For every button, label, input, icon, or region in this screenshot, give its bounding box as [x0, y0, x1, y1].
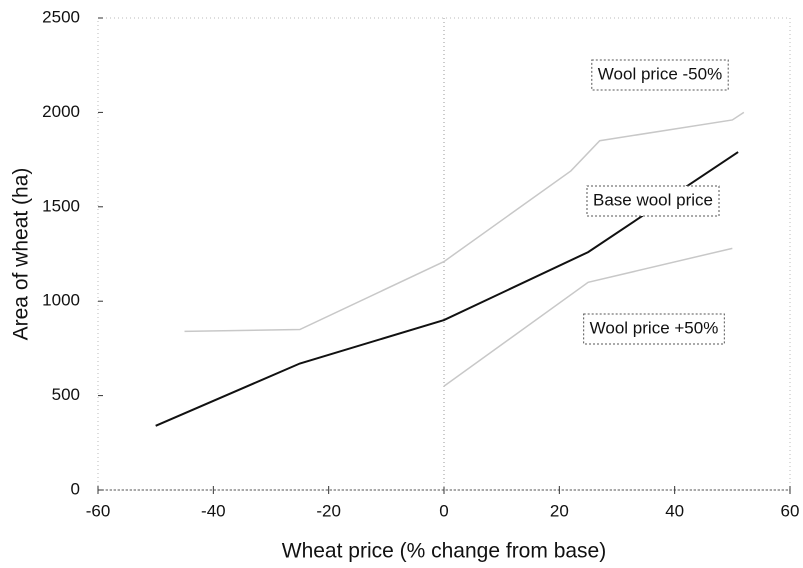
series-label: Wool price +50% — [590, 318, 719, 337]
label-box — [591, 59, 729, 91]
line — [443, 247, 733, 387]
y-tick-label: 0 — [71, 479, 80, 498]
x-tick-label: 0 — [439, 501, 448, 520]
x-axis-label: Wheat price (% change from base) — [282, 540, 606, 563]
x-tick-label: -60 — [86, 501, 111, 520]
label-box — [586, 185, 720, 217]
x-tick-label: -40 — [201, 501, 226, 520]
y-tick-label: 1500 — [42, 196, 80, 215]
y-tick-label: 500 — [52, 385, 80, 404]
line — [155, 151, 739, 427]
y-tick-label: 1000 — [42, 291, 80, 310]
line — [184, 111, 745, 333]
series-label: Wool price -50% — [598, 64, 722, 83]
x-tick-label: -20 — [316, 501, 341, 520]
x-tick-label: 40 — [665, 501, 684, 520]
x-tick-label: 60 — [781, 501, 800, 520]
y-tick-label: 2500 — [42, 7, 80, 26]
plot-frame — [97, 17, 791, 491]
y-axis-label: Area of wheat (ha) — [10, 168, 33, 341]
label-box — [583, 313, 725, 345]
x-tick-label: 20 — [550, 501, 569, 520]
series-label: Base wool price — [593, 190, 713, 209]
y-tick-label: 2000 — [42, 102, 80, 121]
